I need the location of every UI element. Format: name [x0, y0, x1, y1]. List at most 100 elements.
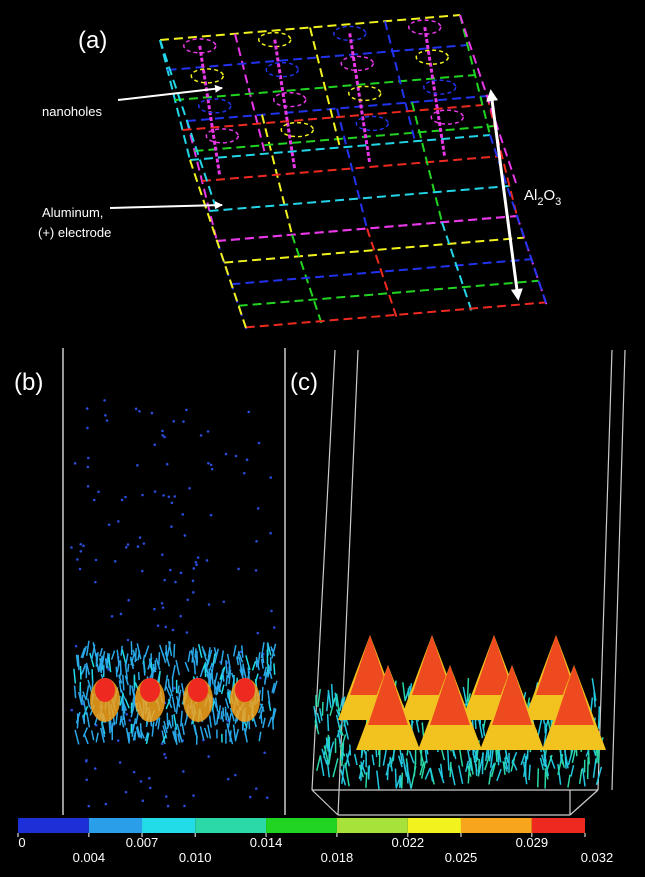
- vector-dot: [206, 559, 209, 562]
- vector-dot: [257, 507, 260, 510]
- vector-dot: [207, 755, 210, 758]
- vector-dot: [75, 645, 78, 648]
- vector: [497, 769, 501, 781]
- vector-dot: [149, 787, 152, 790]
- vector: [221, 651, 223, 665]
- vector: [409, 751, 413, 763]
- vector-dot: [256, 632, 259, 635]
- colorbar-segment: [89, 818, 142, 833]
- wire-edge: [160, 40, 217, 211]
- vector: [75, 730, 79, 744]
- vector-dot: [114, 560, 117, 563]
- vector-dot: [161, 430, 164, 433]
- vector-dot: [151, 412, 154, 415]
- vector-dot: [207, 462, 210, 465]
- vector: [84, 734, 88, 744]
- vector-dot: [188, 487, 191, 490]
- colorbar-tick-label: 0.010: [179, 850, 212, 865]
- vector: [92, 731, 94, 741]
- vector-dot: [127, 543, 130, 546]
- vector-dot: [173, 495, 176, 498]
- wire-edge: [460, 15, 517, 186]
- vector-dot: [125, 713, 128, 716]
- wire-edge: [460, 15, 490, 135]
- vector-dot: [223, 600, 226, 603]
- vector: [213, 654, 215, 666]
- vector-dot: [153, 443, 156, 446]
- vector: [366, 772, 367, 788]
- vector: [328, 690, 331, 708]
- vector-dot: [173, 687, 176, 690]
- vector-dot: [246, 458, 249, 461]
- vector-dot: [127, 599, 130, 602]
- vector-dot: [249, 796, 252, 799]
- vector-dot: [82, 545, 85, 548]
- vector: [174, 644, 175, 658]
- vector-dot: [121, 499, 124, 502]
- vector-dot: [161, 434, 164, 437]
- vector-dot: [120, 613, 123, 616]
- vector: [139, 672, 140, 680]
- vector: [467, 678, 468, 702]
- vector: [263, 718, 265, 728]
- colorbar-segment: [461, 818, 532, 833]
- annotation: nanoholes: [42, 104, 102, 119]
- vector-dot: [95, 559, 98, 562]
- nanohole: [191, 69, 223, 83]
- vector: [317, 713, 319, 723]
- vector: [259, 732, 261, 742]
- vector-dot: [163, 579, 166, 582]
- vector: [205, 728, 208, 738]
- field-plot-b: [63, 348, 285, 815]
- hotspot: [140, 678, 160, 702]
- formula-part: O: [543, 187, 555, 204]
- vector: [172, 665, 175, 678]
- vector: [208, 725, 211, 739]
- vector-dot: [97, 490, 100, 493]
- vector: [172, 715, 173, 727]
- vector: [345, 763, 349, 787]
- colorbar-tick-label: 0.004: [73, 850, 106, 865]
- vector: [200, 668, 203, 677]
- wire-edge: [246, 302, 546, 327]
- vector: [320, 708, 322, 720]
- vector-dot: [141, 494, 144, 497]
- vector-dot: [192, 567, 195, 570]
- nanohole: [349, 86, 381, 100]
- vector-dot: [227, 778, 230, 781]
- vector: [268, 690, 270, 705]
- vector-dot: [263, 751, 266, 754]
- vector-dot: [137, 545, 140, 548]
- vector: [225, 707, 226, 720]
- nanohole: [206, 129, 238, 143]
- vector-dot: [165, 626, 168, 629]
- vector: [320, 756, 323, 776]
- vector-dot: [140, 780, 143, 783]
- vector: [75, 686, 76, 699]
- vector-dot: [234, 774, 237, 777]
- vector-dot: [255, 540, 258, 543]
- vector-dot: [138, 410, 141, 413]
- colorbar-segment: [142, 818, 195, 833]
- vector: [459, 765, 463, 783]
- vector: [128, 664, 129, 672]
- vector-dot: [186, 598, 189, 601]
- vector: [425, 768, 430, 779]
- vector: [599, 706, 600, 729]
- vector-dot: [269, 476, 272, 479]
- vector-dot: [266, 796, 269, 799]
- hotspot: [235, 678, 255, 702]
- colorbar-segment: [408, 818, 461, 833]
- colorbar-segment: [266, 818, 337, 833]
- vector: [83, 664, 86, 672]
- vector-dot: [247, 411, 250, 414]
- vector: [330, 742, 334, 753]
- vector: [242, 645, 243, 657]
- vector-dot: [162, 494, 165, 497]
- vector-dot: [85, 778, 88, 781]
- nanohole: [266, 63, 298, 77]
- vector-dot: [192, 591, 195, 594]
- colorbar-tick-label: 0.018: [321, 850, 354, 865]
- vector: [112, 651, 115, 660]
- vector: [135, 648, 136, 662]
